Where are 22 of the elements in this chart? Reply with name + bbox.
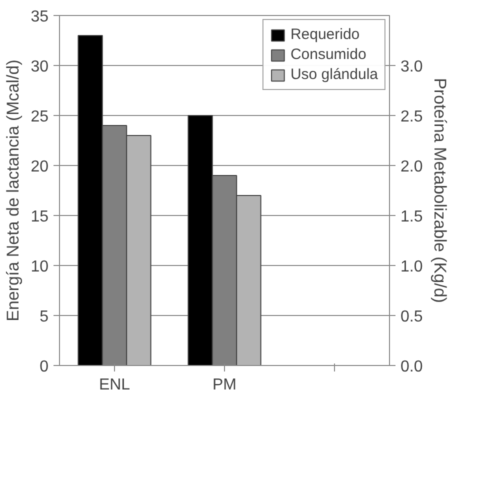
legend-label: Consumido [290, 46, 366, 63]
y-tick-label: 10 [30, 258, 49, 276]
y-tick-label: 0 [40, 358, 49, 376]
y-tick-label: 30 [30, 58, 49, 76]
y-tick-label: 35 [30, 8, 49, 26]
y2-tick-label: 2.5 [400, 108, 423, 126]
y2-tick-label: 2.0 [400, 158, 423, 176]
x-tick-label: PM [212, 376, 236, 394]
y-tick-label: 20 [30, 158, 49, 176]
y2-tick-label: 0.0 [400, 358, 423, 376]
y2-tick-label: 0.5 [400, 308, 423, 326]
y2-tick-label: 1.0 [400, 258, 423, 276]
legend-label: Uso glándula [290, 66, 378, 83]
x-tick-label: ENL [98, 376, 130, 394]
y-tick-label: 5 [40, 308, 49, 326]
legend-label: Requerido [290, 26, 360, 43]
y-tick-label: 25 [30, 108, 49, 126]
y-axis-title: Energía Neta de lactancia (Mcal/d) [4, 60, 23, 322]
y2-axis-title: Proteína Metabolizable (Kg/d) [430, 78, 450, 303]
y2-tick-label: 1.5 [400, 208, 423, 226]
y-tick-label: 15 [30, 208, 49, 226]
y2-tick-label: 3.0 [400, 58, 423, 76]
